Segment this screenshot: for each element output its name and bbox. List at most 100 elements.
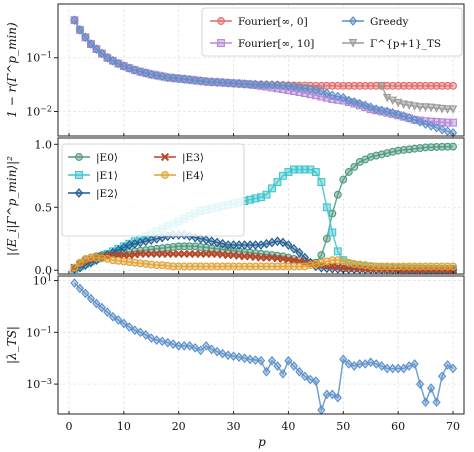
data-point-E2: [234, 240, 244, 250]
data-point-lambda: [240, 353, 249, 364]
data-point-lambda: [75, 283, 85, 294]
data-point-E4: [262, 262, 271, 271]
data-point-E4: [443, 262, 452, 271]
data-point-greedy: [86, 39, 96, 49]
data-point-greedy: [174, 73, 183, 84]
x-axis: 0 10 20 30 40 50 60 70: [65, 420, 460, 433]
data-point-ts: [415, 103, 425, 112]
data-point-lambda: [196, 345, 205, 356]
legend-item-E0: |E0⟩: [68, 152, 118, 165]
data-point-lambda: [81, 288, 90, 299]
x-tick-label: 60: [391, 420, 405, 433]
data-point-fourier0: [388, 81, 397, 90]
data-point-lambda: [317, 405, 326, 415]
data-point-greedy: [108, 55, 117, 66]
data-point-greedy: [234, 78, 244, 89]
data-point-fourier0: [394, 81, 403, 90]
data-point-E4: [75, 258, 84, 267]
data-point-E4: [405, 262, 414, 271]
data-point-lambda: [191, 343, 200, 353]
data-point-fourier10: [432, 117, 441, 126]
data-point-greedy: [141, 68, 150, 78]
data-point-fourier0: [399, 81, 408, 90]
y-axis-title-bottom: |λ_TS|: [5, 326, 19, 364]
data-point-greedy: [103, 52, 112, 63]
data-point-lambda: [174, 341, 183, 351]
data-point-E4: [289, 262, 298, 271]
data-point-greedy: [229, 78, 238, 89]
data-point-lambda: [339, 354, 348, 365]
data-point-lambda: [223, 350, 233, 361]
legend-swatch-marker: [348, 16, 358, 26]
data-point-greedy: [81, 32, 90, 43]
series-line-E4: [73, 256, 454, 269]
data-point-E1: [262, 190, 271, 199]
data-point-E1: [295, 165, 304, 174]
data-point-greedy: [284, 81, 293, 91]
data-point-E4: [388, 262, 397, 271]
data-point-greedy: [163, 72, 172, 83]
data-point-fourier0: [427, 81, 436, 90]
data-point-fourier0: [432, 81, 441, 90]
data-point-lambda: [158, 336, 167, 347]
data-point-E4: [246, 262, 254, 271]
series-line-E3: [74, 253, 454, 271]
grid-bottom: [58, 276, 464, 414]
legend-swatch-marker: [74, 188, 84, 198]
data-point-lambda: [136, 327, 145, 338]
data-point-fourier10: [449, 118, 457, 127]
data-point-greedy: [273, 80, 282, 90]
data-point-E0: [174, 242, 183, 251]
data-point-lambda: [97, 302, 107, 313]
legend-swatch-marker: [160, 152, 170, 162]
data-point-fourier0: [361, 81, 370, 90]
data-point-lambda: [163, 337, 172, 348]
data-point-E4: [185, 262, 194, 271]
data-point-lambda: [114, 315, 123, 325]
data-point-E4: [240, 262, 249, 271]
data-point-greedy: [448, 128, 458, 138]
y-tick-label: 1.0: [35, 138, 53, 151]
series-greedy: [70, 15, 458, 138]
data-point-E4: [218, 262, 227, 271]
data-point-E4: [328, 256, 337, 265]
legend-item-fourier10: Fourier[∞, 10]: [210, 38, 314, 50]
data-point-greedy: [333, 91, 342, 102]
data-point-E0: [449, 142, 457, 151]
series-E4: [70, 253, 457, 272]
data-point-lambda: [284, 355, 293, 366]
legend-label: Fourier[∞, 0]: [238, 16, 308, 28]
data-point-fourier0: [421, 81, 430, 90]
data-point-lambda: [180, 341, 189, 351]
legend-label: |E4⟩: [182, 170, 204, 183]
legend-swatch-marker: [217, 39, 225, 47]
data-point-ts: [421, 103, 430, 112]
data-point-fourier10: [317, 92, 326, 101]
data-point-greedy: [202, 76, 211, 87]
data-point-E1: [317, 178, 326, 187]
data-point-greedy: [130, 65, 139, 75]
legend-item-fourier0: Fourier[∞, 0]: [210, 16, 308, 28]
data-point-fourier0: [410, 81, 419, 90]
series-line-lambda: [73, 282, 454, 413]
x-tick-label: 0: [65, 420, 72, 433]
data-point-lambda: [300, 371, 310, 382]
data-point-greedy: [245, 79, 255, 90]
data-point-E2: [212, 237, 222, 248]
legend-swatch-marker: [348, 39, 358, 48]
data-point-lambda: [443, 360, 452, 370]
data-point-greedy: [300, 83, 310, 94]
legend-swatch-marker: [75, 171, 83, 179]
data-point-greedy: [311, 85, 320, 95]
data-point-greedy: [339, 92, 348, 103]
x-tick-label: 10: [117, 420, 131, 433]
data-point-greedy: [383, 106, 392, 117]
y-tick-label: 0.5: [35, 201, 53, 214]
plot-frame-middle: [57, 137, 465, 275]
data-point-E4: [377, 262, 386, 271]
data-point-E4: [432, 262, 441, 271]
data-point-E0: [443, 142, 452, 151]
data-point-lambda: [366, 357, 375, 368]
data-point-greedy: [350, 97, 359, 107]
